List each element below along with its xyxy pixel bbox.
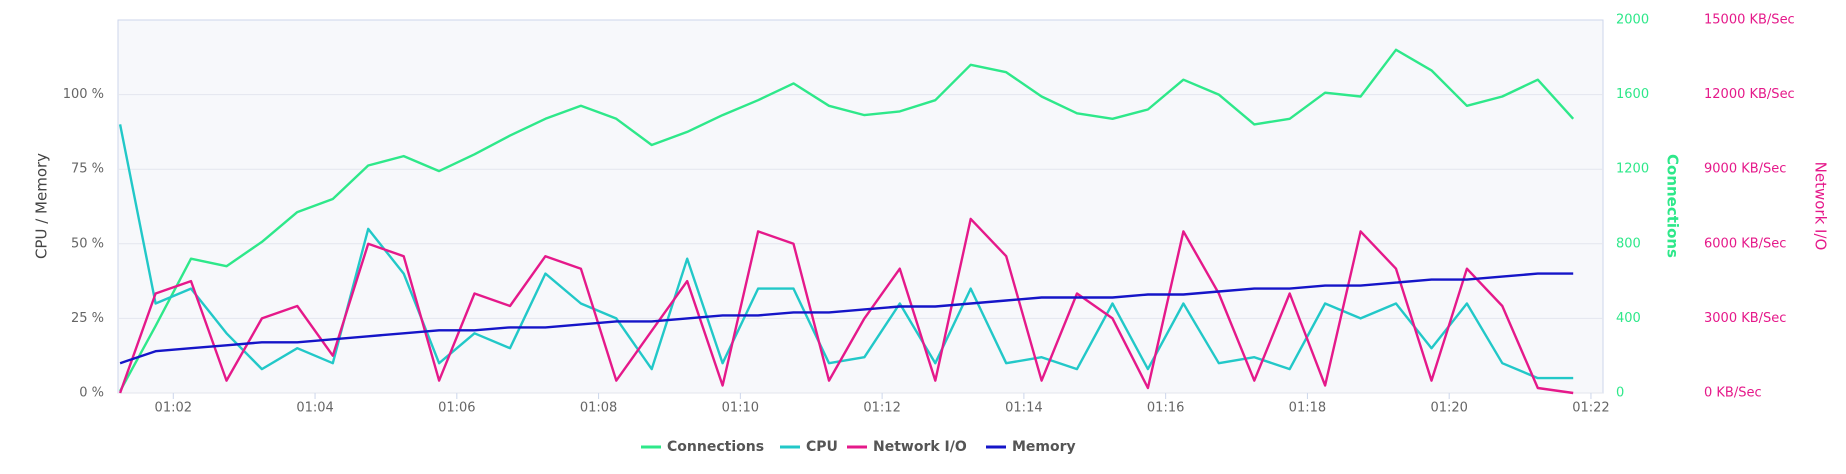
y2-axis-title: Connections xyxy=(1664,154,1682,258)
y2-tick-label: 800 xyxy=(1616,236,1641,251)
y-tick-label: 100 % xyxy=(63,87,104,102)
x-tick-label: 01:18 xyxy=(1289,401,1326,416)
x-tick-label: 01:14 xyxy=(1005,401,1042,416)
x-tick-label: 01:12 xyxy=(863,401,900,416)
x-tick-label: 01:22 xyxy=(1572,401,1609,416)
y2-tick-label: 0 xyxy=(1616,386,1624,401)
x-tick-label: 01:08 xyxy=(580,401,617,416)
legend-label: CPU xyxy=(806,439,838,455)
y-tick-label: 25 % xyxy=(71,311,104,326)
y3-tick-label: 6000 KB/Sec xyxy=(1704,236,1786,251)
series-line xyxy=(118,217,1574,395)
y3-tick-label: 15000 KB/Sec xyxy=(1704,13,1795,28)
series-line xyxy=(119,48,1575,392)
legend-label: Network I/O xyxy=(873,439,967,455)
y3-tick-label: 9000 KB/Sec xyxy=(1704,162,1786,177)
y2-tick-label: 1200 xyxy=(1616,162,1649,177)
y-tick-label: 50 % xyxy=(71,236,104,251)
y-tick-label: 0 % xyxy=(79,386,104,401)
x-tick-label: 01:04 xyxy=(296,401,333,416)
x-tick-label: 01:06 xyxy=(438,401,475,416)
y2-tick-label: 2000 xyxy=(1616,13,1649,28)
y3-tick-label: 12000 KB/Sec xyxy=(1704,87,1795,102)
y3-tick-label: 3000 KB/Sec xyxy=(1704,311,1786,326)
legend-label: Connections xyxy=(667,439,764,455)
series-line xyxy=(118,124,1574,380)
series-line xyxy=(119,272,1574,365)
y3-tick-label: 0 KB/Sec xyxy=(1704,386,1762,401)
x-tick-label: 01:16 xyxy=(1147,401,1184,416)
y2-tick-label: 400 xyxy=(1616,311,1641,326)
y-axis-title: CPU / Memory xyxy=(33,153,51,259)
x-tick-label: 01:10 xyxy=(722,401,759,416)
legend-label: Memory xyxy=(1012,439,1076,455)
plot-area xyxy=(117,19,1604,394)
y2-tick-label: 1600 xyxy=(1616,87,1649,102)
y3-axis-title: Network I/O xyxy=(1812,162,1830,251)
x-tick-label: 01:20 xyxy=(1430,401,1467,416)
x-tick-label: 01:02 xyxy=(155,401,192,416)
y-tick-label: 75 % xyxy=(71,162,104,177)
